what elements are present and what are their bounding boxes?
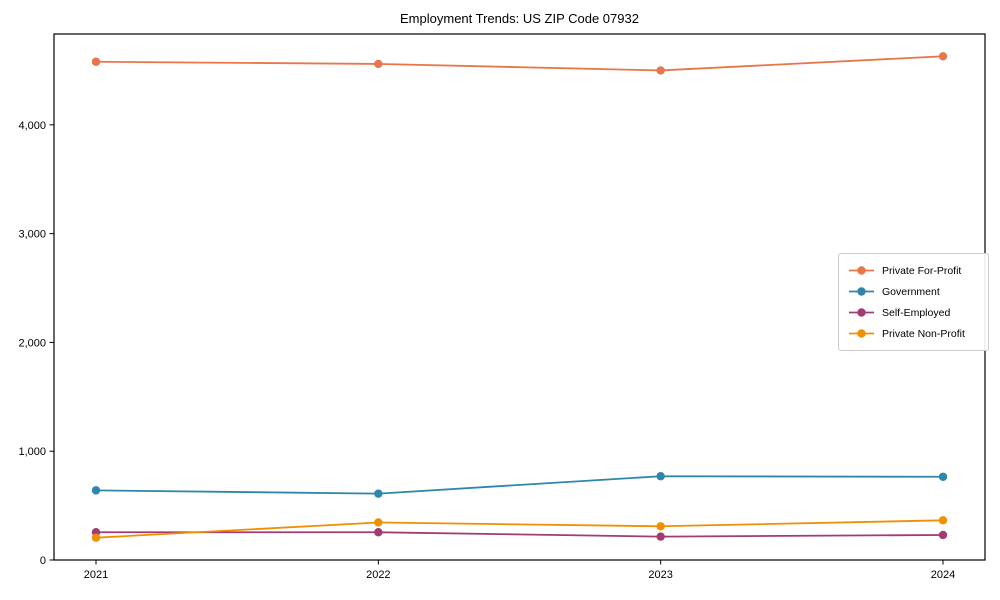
y-tick-label: 1,000 [18, 446, 46, 458]
data-point [938, 472, 948, 481]
data-point [938, 52, 948, 61]
x-tick-label: 2022 [366, 569, 390, 581]
data-point [374, 528, 383, 537]
data-point [938, 530, 948, 540]
legend-item: Private Non-Profit [848, 323, 980, 344]
x-tick-label: 2024 [931, 569, 955, 581]
y-tick-label: 3,000 [18, 229, 46, 241]
legend-marker-icon [848, 286, 875, 297]
series-line-government [95, 475, 944, 495]
data-point [91, 533, 101, 542]
series-line-self-employed [96, 531, 944, 538]
legend-label: Self-Employed [882, 306, 951, 319]
chart-title: Employment Trends: US ZIP Code 07932 [400, 11, 639, 26]
data-point [374, 518, 383, 527]
legend: Private For-Profit Government Self-Emplo… [838, 253, 989, 351]
data-point [374, 489, 383, 498]
legend-item: Self-Employed [848, 302, 980, 323]
data-point [656, 66, 665, 75]
data-point [656, 472, 665, 481]
data-point [656, 532, 665, 541]
y-tick-label: 4,000 [18, 120, 46, 132]
legend-label: Private Non-Profit [882, 327, 965, 340]
series-line-private-non-profit [95, 519, 944, 539]
legend-label: Government [882, 285, 940, 298]
x-tick-label: 2021 [84, 569, 108, 581]
data-point [656, 522, 665, 531]
legend-item: Private For-Profit [848, 260, 980, 281]
y-tick-label: 2,000 [18, 337, 46, 349]
data-point [374, 59, 383, 69]
data-point [91, 57, 101, 66]
y-tick-label: 0 [40, 555, 46, 567]
legend-marker-icon [848, 328, 875, 339]
data-point [91, 486, 101, 495]
series-line-private-for-profit [95, 55, 944, 72]
legend-marker-icon [848, 307, 875, 318]
legend-label: Private For-Profit [882, 264, 962, 277]
legend-marker-icon [848, 265, 875, 276]
data-point [938, 516, 948, 525]
legend-item: Government [848, 281, 980, 302]
x-tick-label: 2023 [648, 569, 672, 581]
